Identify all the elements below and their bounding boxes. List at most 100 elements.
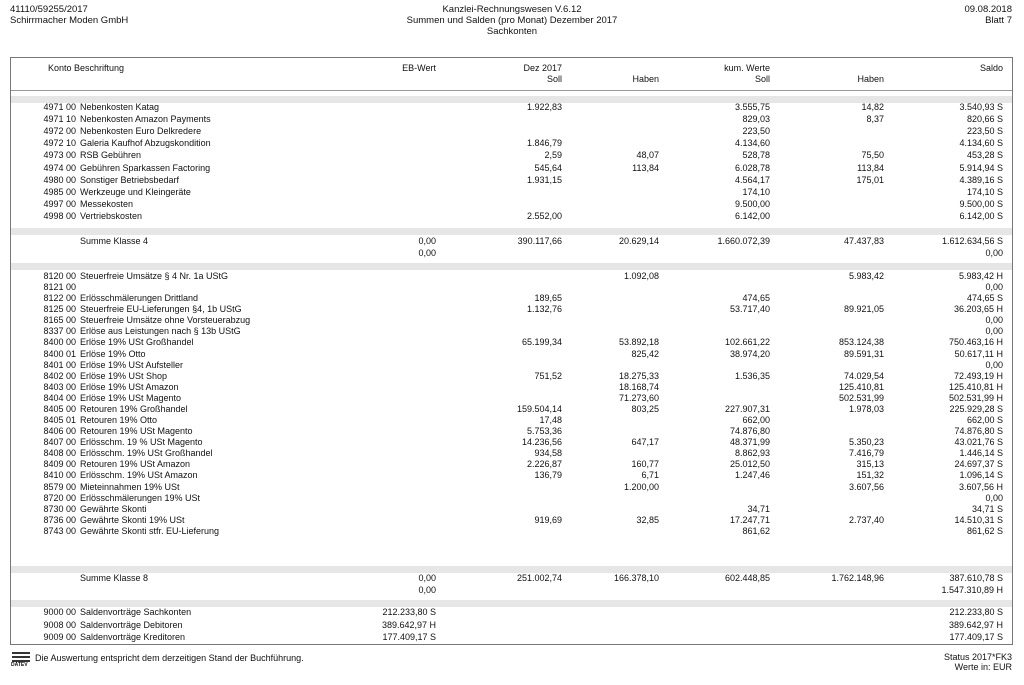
col-header: Haben bbox=[857, 74, 884, 84]
cell-kum-soll: 528,78 bbox=[742, 150, 770, 160]
sum-dez-soll: 390.117,66 bbox=[517, 236, 562, 246]
cell-kum-soll: 9.500,00 bbox=[734, 199, 770, 209]
sum-saldo: 1.612.634,56 S bbox=[941, 236, 1003, 246]
account-name: Erlöse 19% USt Aufsteller bbox=[80, 360, 184, 370]
account-number: 8404 00 bbox=[43, 393, 76, 403]
cell-saldo: 0,00 bbox=[985, 282, 1003, 292]
account-name: RSB Gebühren bbox=[80, 150, 142, 160]
cell-dez-soll: 1.132,76 bbox=[526, 304, 562, 314]
account-name: Gewährte Skonti stfr. EU-Lieferung bbox=[80, 526, 220, 536]
header-rule bbox=[11, 90, 1012, 91]
account-number: 9008 00 bbox=[43, 620, 76, 630]
account-number: 9009 00 bbox=[43, 632, 76, 642]
account-number: 4997 00 bbox=[43, 199, 76, 209]
cell-kum-haben: 75,50 bbox=[861, 150, 884, 160]
logo-icon bbox=[12, 652, 30, 662]
account-name: Mieteinnahmen 19% USt bbox=[80, 482, 180, 492]
account-name: Retouren 19% USt Amazon bbox=[80, 459, 191, 469]
account-number: 8402 00 bbox=[43, 371, 76, 381]
col-header: Saldo bbox=[979, 63, 1003, 73]
sum-saldo: 387.610,78 S bbox=[949, 573, 1003, 583]
sum-saldo: 0,00 bbox=[985, 248, 1003, 258]
cell-saldo: 24.697,37 S bbox=[954, 459, 1003, 469]
cell-kum-soll: 223,50 bbox=[742, 126, 770, 136]
cell-dez-soll: 5.753,36 bbox=[526, 426, 562, 436]
account-name: Erlöse 19% USt Shop bbox=[80, 371, 168, 381]
footer-note: Die Auswertung entspricht dem derzeitige… bbox=[35, 653, 304, 663]
account-name: Nebenkosten Euro Delkredere bbox=[80, 126, 202, 136]
account-name: Steuerfreie Umsätze § 4 Nr. 1a UStG bbox=[80, 271, 229, 281]
cell-dez-haben: 71.273,60 bbox=[618, 393, 659, 403]
cell-dez-soll: 159.504,14 bbox=[516, 404, 562, 414]
account-name: Erlösschmälerungen 19% USt bbox=[80, 493, 201, 503]
account-number: 8405 00 bbox=[43, 404, 76, 414]
cell-kum-soll: 53.717,40 bbox=[729, 304, 770, 314]
cell-kum-haben: 5.983,42 bbox=[848, 271, 884, 281]
cell-saldo: 4.389,16 S bbox=[959, 175, 1003, 185]
account-number: 4971 10 bbox=[43, 114, 76, 124]
account-number: 9000 00 bbox=[43, 607, 76, 617]
cell-kum-haben: 2.737,40 bbox=[848, 515, 884, 525]
account-number: 8122 00 bbox=[43, 293, 76, 303]
account-number: 8409 00 bbox=[43, 459, 76, 469]
cell-dez-soll: 136,79 bbox=[534, 470, 562, 480]
sum-eb: 0,00 bbox=[418, 573, 436, 583]
cell-kum-soll: 227.907,31 bbox=[724, 404, 770, 414]
cell-saldo: 14.510,31 S bbox=[954, 515, 1003, 525]
account-number: 8720 00 bbox=[43, 493, 76, 503]
col-header: Soll bbox=[546, 74, 562, 84]
col-header: Konto Beschriftung bbox=[48, 63, 125, 73]
cell-kum-soll: 17.247,71 bbox=[729, 515, 770, 525]
cell-dez-haben: 803,25 bbox=[631, 404, 659, 414]
account-number: 4973 00 bbox=[43, 150, 76, 160]
cell-dez-soll: 65.199,34 bbox=[521, 337, 562, 347]
account-number: 4985 00 bbox=[43, 187, 76, 197]
account-number: 8408 00 bbox=[43, 448, 76, 458]
header-left: Schirrmacher Moden GmbH bbox=[10, 15, 129, 26]
cell-dez-soll: 14.236,56 bbox=[521, 437, 562, 447]
account-number: 8337 00 bbox=[43, 326, 76, 336]
col-header: Soll bbox=[754, 74, 770, 84]
cell-saldo: 212.233,80 S bbox=[949, 607, 1003, 617]
cell-kum-soll: 74.876,80 bbox=[729, 426, 770, 436]
cell-saldo: 36.203,65 H bbox=[953, 304, 1003, 314]
cell-saldo: 43.021,76 S bbox=[954, 437, 1003, 447]
cell-eb: 389.642,97 H bbox=[381, 620, 436, 630]
cell-saldo: 223,50 S bbox=[966, 126, 1003, 136]
cell-dez-soll: 2.552,00 bbox=[526, 211, 562, 221]
cell-dez-haben: 113,84 bbox=[632, 163, 659, 173]
account-number: 8736 00 bbox=[43, 515, 76, 525]
logo-text: DATEV bbox=[11, 662, 28, 668]
cell-kum-haben: 175,01 bbox=[856, 175, 884, 185]
cell-dez-haben: 32,85 bbox=[636, 515, 659, 525]
sum-dez-haben: 20.629,14 bbox=[618, 236, 659, 246]
cell-dez-haben: 53.892,18 bbox=[618, 337, 659, 347]
cell-dez-soll: 189,65 bbox=[534, 293, 562, 303]
header-center: Summen und Salden (pro Monat) Dezember 2… bbox=[406, 15, 618, 26]
sum-dez-soll: 251.002,74 bbox=[516, 573, 562, 583]
account-number: 8406 00 bbox=[43, 426, 76, 436]
account-number: 8165 00 bbox=[43, 315, 76, 325]
col-header: Dez 2017 bbox=[523, 63, 562, 73]
sum-dez-haben: 166.378,10 bbox=[613, 573, 659, 583]
cell-kum-soll: 1.247,46 bbox=[734, 470, 770, 480]
cell-kum-soll: 48.371,99 bbox=[729, 437, 770, 447]
cell-kum-soll: 474,65 bbox=[742, 293, 770, 303]
account-number: 8743 00 bbox=[43, 526, 76, 536]
cell-dez-soll: 1.846,79 bbox=[526, 138, 562, 148]
cell-saldo: 5.914,94 S bbox=[959, 163, 1003, 173]
cell-saldo: 1.446,14 S bbox=[959, 448, 1003, 458]
band bbox=[11, 228, 1012, 235]
account-name: Erlöse aus Leistungen nach § 13b UStG bbox=[80, 326, 241, 336]
cell-dez-soll: 545,64 bbox=[534, 163, 562, 173]
band bbox=[11, 600, 1012, 607]
cell-dez-haben: 6,71 bbox=[641, 470, 659, 480]
sum-label: Summe Klasse 8 bbox=[80, 573, 149, 583]
cell-dez-soll: 1.931,15 bbox=[526, 175, 562, 185]
cell-kum-soll: 662,00 bbox=[742, 415, 770, 425]
cell-saldo: 0,00 bbox=[985, 360, 1003, 370]
cell-saldo: 5.983,42 H bbox=[958, 271, 1003, 281]
sum-kum-soll: 1.660.072,39 bbox=[717, 236, 770, 246]
cell-kum-soll: 3.555,75 bbox=[734, 102, 770, 112]
